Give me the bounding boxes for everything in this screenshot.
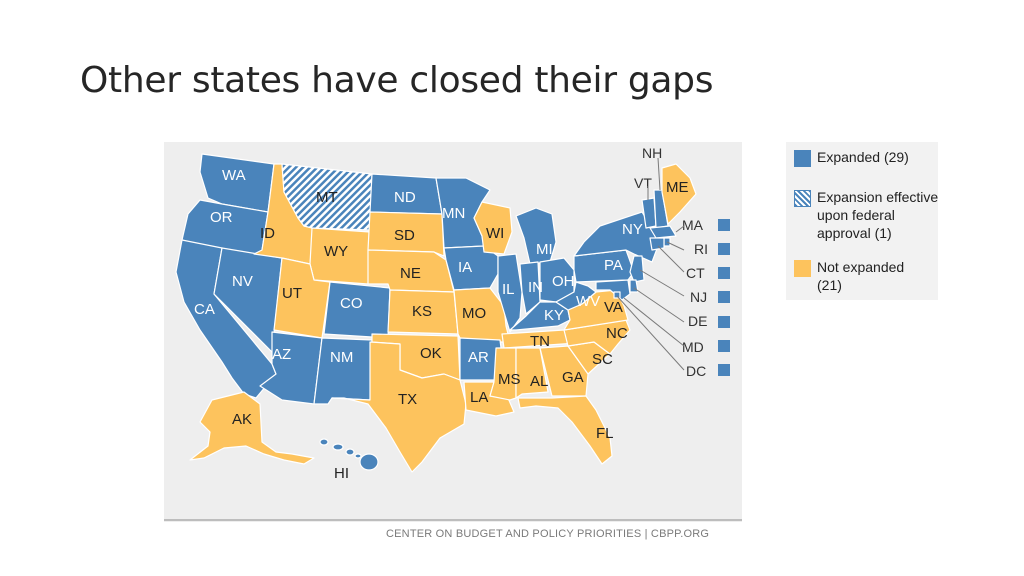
label-NC: NC	[606, 325, 628, 342]
label-NH: NH	[642, 145, 662, 161]
box-MD	[718, 340, 730, 352]
label-WA: WA	[222, 167, 246, 184]
label-UT: UT	[282, 285, 302, 302]
label-KS: KS	[412, 303, 432, 320]
label-ID: ID	[260, 225, 275, 242]
label-ME: ME	[666, 179, 689, 196]
legend-label-not-expanded: Not expanded (21)	[817, 259, 905, 293]
label-OR: OR	[210, 209, 233, 226]
legend-item-pending: Expansion effective upon federal approva…	[794, 188, 944, 242]
state-CT[interactable]	[649, 237, 665, 251]
label-AR: AR	[468, 349, 489, 366]
label-IA: IA	[458, 259, 472, 276]
state-TX[interactable]	[331, 341, 467, 473]
state-DC[interactable]	[613, 291, 621, 299]
state-MD[interactable]	[595, 279, 631, 301]
legend-swatch-not-expanded	[794, 260, 811, 277]
northeast-color-boxes	[718, 219, 730, 376]
label-MI: MI	[536, 241, 553, 258]
label-NE: NE	[400, 265, 421, 282]
legend-item-expanded: Expanded (29)	[794, 148, 909, 167]
box-NJ	[718, 291, 730, 303]
legend-swatch-pending	[794, 190, 811, 207]
label-CT: CT	[686, 265, 705, 281]
label-SC: SC	[592, 351, 613, 368]
page-title: Other states have closed their gaps	[80, 60, 714, 101]
label-WI: WI	[486, 225, 504, 242]
label-OK: OK	[420, 345, 442, 362]
label-TN: TN	[530, 333, 550, 350]
label-VT: VT	[634, 175, 652, 191]
state-WY[interactable]	[309, 227, 371, 285]
box-RI	[718, 243, 730, 255]
label-PA: PA	[604, 257, 623, 274]
legend-item-not-expanded: Not expanded (21)	[794, 258, 924, 294]
label-NM: NM	[330, 349, 353, 366]
state-AL[interactable]	[515, 347, 549, 399]
northeast-callouts	[616, 157, 685, 371]
label-FL: FL	[596, 425, 614, 442]
label-LA: LA	[470, 389, 488, 406]
state-NM[interactable]	[313, 337, 373, 405]
label-MD: MD	[682, 339, 704, 355]
state-MI[interactable]	[515, 207, 557, 265]
state-AK[interactable]	[189, 391, 315, 465]
label-HI: HI	[334, 465, 349, 482]
box-DC	[718, 364, 730, 376]
state-WI[interactable]	[473, 201, 513, 255]
label-CA: CA	[194, 301, 215, 318]
label-MS: MS	[498, 371, 521, 388]
label-MT: MT	[316, 189, 338, 206]
label-AL: AL	[530, 373, 548, 390]
box-MA	[718, 219, 730, 231]
medicaid-expansion-map: WA OR CA NV ID MT WY UT AZ CO NM ND SD NE KS OK TX MN IA MO…	[164, 142, 742, 522]
state-ME[interactable]	[661, 163, 697, 225]
us-map-svg: WA OR CA NV ID MT WY UT AZ CO NM ND SD NE KS OK TX MN IA MO…	[175, 145, 730, 482]
legend-label-expanded: Expanded (29)	[817, 149, 909, 165]
label-NJ: NJ	[690, 289, 707, 305]
box-CT	[718, 267, 730, 279]
label-RI: RI	[694, 241, 708, 257]
state-FL[interactable]	[517, 395, 613, 465]
label-OH: OH	[552, 273, 575, 290]
label-AK: AK	[232, 411, 252, 428]
state-HI[interactable]	[319, 438, 379, 471]
map-baseline	[164, 519, 742, 521]
label-SD: SD	[394, 227, 415, 244]
label-WV: WV	[576, 293, 600, 310]
label-TX: TX	[398, 391, 417, 408]
label-MO: MO	[462, 305, 486, 322]
label-WY: WY	[324, 243, 348, 260]
state-MA[interactable]	[649, 225, 677, 239]
label-NV: NV	[232, 273, 253, 290]
label-DC: DC	[686, 363, 706, 379]
legend-label-pending: Expansion effective upon federal approva…	[817, 189, 939, 241]
state-GA[interactable]	[539, 345, 589, 397]
source-credit: CENTER ON BUDGET AND POLICY PRIORITIES |…	[386, 528, 710, 540]
state-NJ[interactable]	[629, 255, 645, 283]
label-DE: DE	[688, 313, 707, 329]
map-legend: Expanded (29) Expansion effective upon f…	[786, 142, 938, 300]
label-MN: MN	[442, 205, 465, 222]
label-VA: VA	[604, 299, 623, 316]
label-IN: IN	[528, 279, 543, 296]
label-NY: NY	[622, 221, 643, 238]
label-MA: MA	[682, 217, 704, 233]
state-SD[interactable]	[367, 211, 445, 257]
state-NC[interactable]	[563, 319, 631, 355]
legend-swatch-expanded	[794, 150, 811, 167]
label-AZ: AZ	[272, 346, 291, 363]
state-IN[interactable]	[519, 261, 541, 315]
box-DE	[718, 316, 730, 328]
label-CO: CO	[340, 295, 363, 312]
state-IL[interactable]	[497, 253, 523, 333]
label-GA: GA	[562, 369, 584, 386]
label-ND: ND	[394, 189, 416, 206]
label-IL: IL	[502, 281, 515, 298]
label-KY: KY	[544, 307, 564, 324]
state-WV[interactable]	[555, 281, 597, 311]
